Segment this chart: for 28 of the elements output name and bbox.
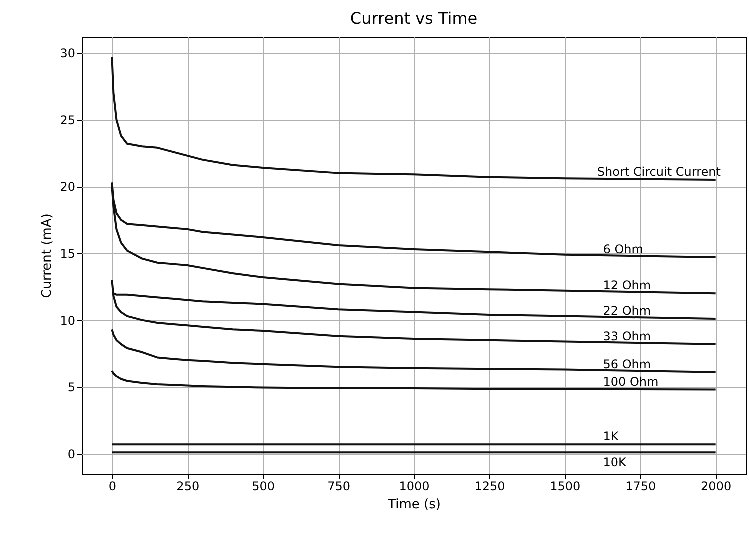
series-label: 100 Ohm: [603, 374, 659, 389]
series-label: Short Circuit Current: [597, 164, 722, 179]
y-tick-label: 15: [60, 246, 76, 261]
y-tick-label: 20: [60, 180, 76, 194]
x-axis-title: Time (s): [387, 498, 441, 512]
y-tick-label: 30: [60, 46, 76, 61]
y-tick-label: 0: [68, 447, 76, 462]
x-tick-label: 0: [108, 480, 116, 494]
series-label: 12 Ohm: [603, 278, 652, 293]
x-tick-label: 750: [328, 480, 350, 494]
y-tick-label: 5: [68, 380, 76, 395]
series-label: 6 Ohm: [603, 242, 644, 257]
chart-title: Current vs Time: [350, 9, 478, 28]
x-tick-label: 1000: [399, 480, 430, 494]
y-axis-title: Current (mA): [40, 214, 56, 298]
series-label: 33 Ohm: [603, 329, 652, 344]
series-label: 10K: [603, 456, 628, 470]
y-tick-label: 25: [60, 113, 76, 128]
y-tick-label: 10: [60, 314, 76, 328]
x-tick-label: 1250: [474, 480, 506, 494]
series-label: 56 Ohm: [603, 357, 652, 372]
x-tick-label: 1750: [626, 480, 656, 494]
x-tick-label: 1500: [550, 480, 581, 494]
x-tick-label: 250: [176, 480, 200, 494]
series-label: 22 Ohm: [603, 304, 652, 318]
x-tick-label: 2000: [701, 480, 732, 494]
x-tick-label: 500: [252, 480, 276, 494]
series-label: 1K: [603, 430, 620, 444]
